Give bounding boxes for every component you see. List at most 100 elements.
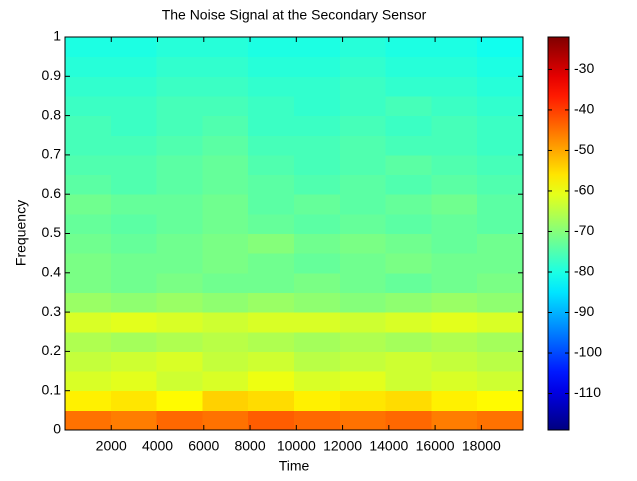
heatmap-cell: [477, 371, 524, 392]
heatmap-cell: [110, 95, 158, 117]
heatmap-cell: [65, 194, 112, 215]
heatmap-cell: [431, 272, 478, 293]
heatmap-cell: [202, 135, 249, 156]
colorbar-tick-label: -90: [574, 303, 594, 319]
heatmap-cell: [248, 410, 295, 431]
heatmap-cell: [294, 253, 341, 274]
heatmap-cell: [339, 174, 387, 195]
heatmap-cell: [248, 213, 295, 234]
heatmap-cell: [477, 213, 524, 234]
heatmap-cell: [294, 115, 341, 136]
heatmap-cell: [202, 95, 249, 117]
heatmap-cell: [431, 292, 478, 313]
heatmap-cell: [248, 331, 295, 352]
heatmap-cell: [477, 76, 524, 97]
heatmap-cell: [294, 194, 341, 215]
heatmap-cell: [65, 37, 112, 58]
heatmap-cell: [294, 331, 341, 352]
heatmap-cell: [339, 135, 387, 156]
y-tick-label: 0.9: [42, 67, 62, 83]
heatmap-cell: [339, 115, 387, 136]
y-tick-label: 0.6: [42, 185, 62, 201]
heatmap-cell: [294, 272, 341, 293]
heatmap-cell: [294, 390, 341, 411]
heatmap-cell: [431, 312, 478, 333]
heatmap-cell: [385, 194, 432, 215]
y-tick-label: 0.4: [42, 264, 62, 280]
heatmap-cell: [248, 174, 295, 195]
heatmap-cell: [294, 154, 341, 176]
heatmap-cell: [431, 410, 478, 431]
heatmap-cell: [339, 331, 387, 352]
heatmap-cell: [339, 194, 387, 215]
heatmap-cell: [339, 253, 387, 274]
heatmap-cell: [65, 135, 112, 156]
x-tick-label: 8000: [234, 438, 265, 454]
heatmap-cell: [431, 371, 478, 392]
heatmap-cell: [431, 213, 478, 234]
heatmap-cell: [110, 56, 158, 77]
heatmap-cell: [65, 351, 112, 372]
heatmap-cell: [248, 253, 295, 274]
heatmap-cell: [339, 410, 387, 431]
heatmap-cell: [65, 233, 112, 254]
heatmap-cell: [156, 331, 203, 352]
heatmap-cell: [110, 371, 158, 392]
heatmap-cell: [156, 37, 203, 58]
colorbar-tick-label: -40: [574, 101, 594, 117]
heatmap-cell: [477, 135, 524, 156]
x-tick-label: 6000: [188, 438, 219, 454]
heatmap-cell: [202, 331, 249, 352]
heatmap-cell: [294, 233, 341, 254]
heatmap-cell: [294, 312, 341, 333]
heatmap-cell: [385, 371, 432, 392]
y-tick-label: 0.3: [42, 303, 62, 319]
heatmap-cell: [110, 37, 158, 58]
heatmap-cell: [431, 95, 478, 117]
heatmap-cell: [110, 272, 158, 293]
heatmap-cell: [385, 410, 432, 431]
heatmap-cell: [431, 351, 478, 372]
heatmap-cell: [431, 56, 478, 77]
heatmap-cell: [156, 272, 203, 293]
heatmap-cell: [385, 135, 432, 156]
heatmap-cell: [385, 154, 432, 176]
heatmap-cell: [385, 253, 432, 274]
heatmap-cell: [156, 95, 203, 117]
x-tick-label: 16000: [416, 438, 455, 454]
heatmap-cell: [65, 56, 112, 77]
heatmap-cell: [110, 115, 158, 136]
heatmap-cell: [477, 194, 524, 215]
colorbar-tick-label: -70: [574, 222, 594, 238]
heatmap-cell: [156, 154, 203, 176]
heatmap-cell: [385, 272, 432, 293]
heatmap-cell: [385, 292, 432, 313]
heatmap-cell: [248, 371, 295, 392]
heatmap-cell: [294, 174, 341, 195]
heatmap-cell: [477, 95, 524, 117]
heatmap-cell: [110, 292, 158, 313]
heatmap-cell: [431, 233, 478, 254]
heatmap-cell: [248, 272, 295, 293]
heatmap-cell: [248, 351, 295, 372]
heatmap-cell: [431, 115, 478, 136]
heatmap-cell: [65, 312, 112, 333]
heatmap-cell: [431, 135, 478, 156]
y-tick-label: 0.5: [42, 224, 62, 240]
heatmap-cell: [294, 135, 341, 156]
heatmap-cell: [110, 351, 158, 372]
heatmap-cell: [248, 37, 295, 58]
heatmap-cell: [385, 331, 432, 352]
heatmap-cell: [248, 154, 295, 176]
heatmap-cell: [65, 95, 112, 117]
heatmap-cell: [156, 410, 203, 431]
heatmap-cell: [294, 76, 341, 97]
chart-title: The Noise Signal at the Secondary Sensor: [162, 7, 427, 23]
heatmap-cell: [339, 56, 387, 77]
y-tick-label: 0.2: [42, 342, 62, 358]
heatmap-cell: [477, 272, 524, 293]
x-tick-label: 10000: [277, 438, 316, 454]
colorbar-tick-label: -80: [574, 263, 594, 279]
heatmap-cell: [202, 371, 249, 392]
heatmap-cell: [65, 331, 112, 352]
